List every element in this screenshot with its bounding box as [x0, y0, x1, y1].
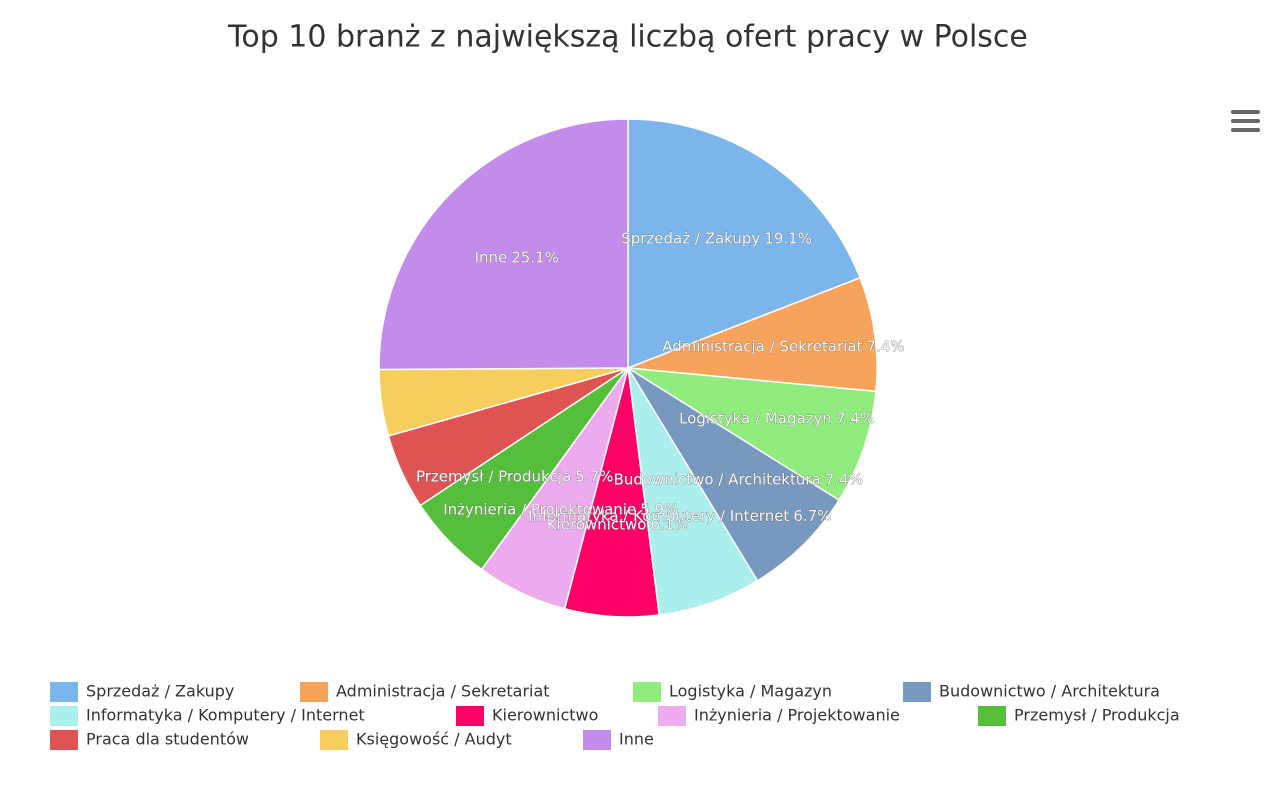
legend-label: Informatyka / Komputery / Internet — [86, 706, 365, 725]
legend-item[interactable]: Inne — [583, 730, 654, 751]
data-label-value: 7.4% — [825, 470, 863, 488]
chart-title: Top 10 branż z największą liczbą ofert p… — [227, 20, 1028, 55]
legend-item[interactable]: Informatyka / Komputery / Internet — [50, 706, 365, 727]
data-label: Sprzedaż / Zakupy 19.1% — [621, 229, 812, 247]
legend-label: Przemysł / Produkcja — [1014, 706, 1180, 725]
legend-item[interactable]: Kierownictwo — [456, 706, 598, 727]
menu-bar — [1231, 110, 1260, 114]
data-label: Inżynieria / Projektowanie 5.9% — [443, 500, 678, 518]
data-label-value: 19.1% — [764, 229, 812, 247]
data-label-name: Przemysł / Produkcja — [416, 467, 571, 485]
data-label-name: Administracja / Sekretariat — [662, 337, 862, 355]
data-label-name: Kierownictwo — [547, 515, 647, 533]
data-label-name: Inne — [475, 248, 508, 266]
menu-bar — [1231, 128, 1260, 132]
legend-label: Logistyka / Magazyn — [669, 682, 832, 701]
data-label: Budownictwo / Architektura 7.4% — [614, 470, 863, 488]
data-label-value: 5.9% — [640, 500, 678, 518]
slice — [627, 367, 841, 582]
data-label-name: Informatyka / Komputery / Internet — [528, 507, 789, 525]
legend-swatch — [658, 706, 686, 726]
legend-swatch — [320, 730, 348, 750]
legend-item[interactable]: Praca dla studentów — [50, 730, 249, 751]
data-label-value: 5.7% — [575, 467, 613, 485]
data-label-name: Logistyka / Magazyn — [679, 409, 832, 427]
legend-swatch — [583, 730, 611, 750]
data-label: Logistyka / Magazyn 7.4% — [679, 409, 874, 427]
data-label: Administracja / Sekretariat 7.4% — [662, 337, 904, 355]
legend-label: Kierownictwo — [492, 706, 598, 725]
legend-swatch — [50, 730, 78, 750]
legend-label: Inne — [619, 730, 654, 749]
legend-item[interactable]: Administracja / Sekretariat — [300, 682, 550, 703]
menu-button[interactable] — [1231, 110, 1260, 132]
legend-item[interactable]: Inżynieria / Projektowanie — [658, 706, 900, 727]
legend-swatch — [300, 682, 328, 702]
data-label: Inne 25.1% — [475, 248, 559, 266]
legend-item[interactable]: Przemysł / Produkcja — [978, 706, 1180, 727]
data-label-name: Inżynieria / Projektowanie — [443, 500, 636, 518]
data-label-value: 6.7% — [793, 507, 831, 525]
legend-label: Budownictwo / Architektura — [939, 682, 1160, 701]
data-label-value: 7.4% — [836, 409, 874, 427]
legend-item[interactable]: Budownictwo / Architektura — [903, 682, 1160, 703]
slice — [627, 367, 877, 502]
legend-swatch — [903, 682, 931, 702]
legend-label: Inżynieria / Projektowanie — [694, 706, 900, 725]
legend-swatch — [50, 706, 78, 726]
legend-label: Administracja / Sekretariat — [336, 682, 550, 701]
legend-swatch — [978, 706, 1006, 726]
legend-item[interactable]: Logistyka / Magazyn — [633, 682, 832, 703]
legend-item[interactable]: Sprzedaż / Zakupy — [50, 682, 234, 703]
menu-bar — [1231, 119, 1260, 123]
slice — [378, 118, 629, 371]
legend-label: Sprzedaż / Zakupy — [86, 682, 234, 701]
data-label-name: Budownictwo / Architektura — [614, 470, 821, 488]
legend-label: Księgowość / Audyt — [356, 730, 512, 749]
data-label-value: 7.4% — [866, 337, 904, 355]
data-labels: Sprzedaż / Zakupy 19.1% Administracja / Se… — [416, 229, 905, 534]
pie — [378, 118, 878, 618]
data-label-value: 25.1% — [511, 248, 559, 266]
data-label-name: Sprzedaż / Zakupy — [621, 229, 760, 247]
slice — [627, 118, 862, 370]
legend-item[interactable]: Księgowość / Audyt — [320, 730, 512, 751]
data-label-value: 6.1% — [650, 515, 688, 533]
legend-label: Praca dla studentów — [86, 730, 249, 749]
legend-swatch — [456, 706, 484, 726]
legend: Sprzedaż / Zakupy Administracja / Sekreta… — [50, 682, 1180, 751]
data-label: Kierownictwo 6.1% — [547, 515, 689, 533]
data-label: Informatyka / Komputery / Internet 6.7% — [528, 507, 831, 525]
data-label: Przemysł / Produkcja 5.7% — [416, 467, 613, 485]
slice — [627, 276, 878, 393]
legend-swatch — [633, 682, 661, 702]
legend-swatch — [50, 682, 78, 702]
